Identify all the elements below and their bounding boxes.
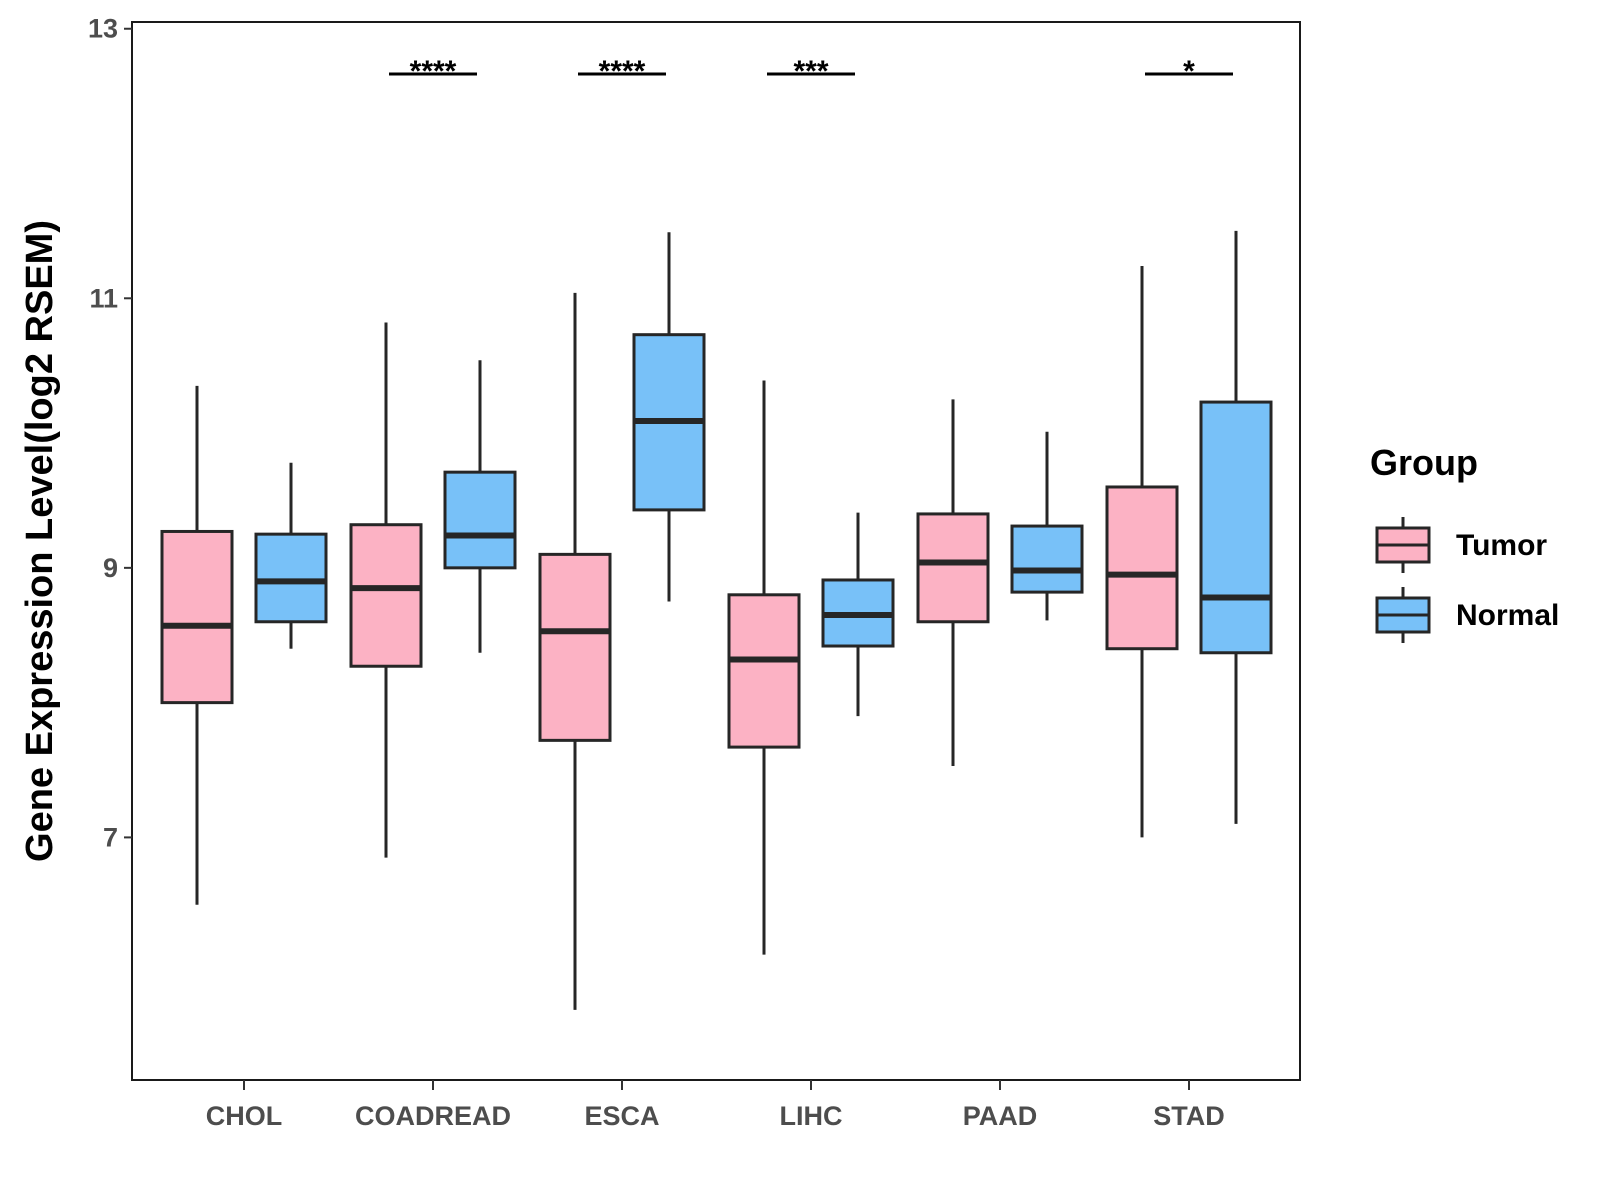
panel-border [131, 21, 1301, 1081]
box-normal-paad [1010, 431, 1084, 621]
legend-key-normal [1375, 587, 1431, 643]
y-tick-label: 13 [88, 14, 118, 44]
sig-label-stad: * [1183, 55, 1195, 88]
box-tumor-stad [1105, 265, 1179, 838]
legend-title: Group [1370, 442, 1478, 483]
legend-label-normal: Normal [1456, 599, 1559, 632]
box-body [916, 512, 990, 624]
x-tick-label-chol: CHOL [206, 1101, 283, 1131]
box-body [443, 470, 517, 570]
box-tumor-paad [916, 399, 990, 766]
box-normal-chol [254, 462, 328, 649]
box-body [349, 523, 423, 668]
box-tumor-esca [538, 292, 612, 1010]
box-tumor-chol [160, 385, 234, 905]
box-normal-lihc [821, 512, 895, 717]
significance-annotations: **** **** *** * [389, 55, 1233, 88]
legend-key-tumor [1375, 517, 1431, 573]
plot-area [160, 230, 1273, 1010]
legend: Group Tumor Normal [1370, 442, 1559, 643]
box-body [254, 532, 328, 624]
box-normal-esca [632, 232, 706, 602]
x-tick-label-esca: ESCA [584, 1101, 659, 1131]
box-body [160, 529, 234, 705]
box-body [1199, 400, 1273, 655]
sig-label-esca: **** [599, 55, 646, 88]
y-tick-label: 9 [103, 553, 118, 583]
x-tick-label-stad: STAD [1153, 1101, 1225, 1131]
axes: 7 9 11 13 CHOL COADREAD ESCA LIHC PAAD STAD Gene E… [19, 14, 1301, 1131]
box-body [538, 552, 612, 742]
box-body [1010, 524, 1084, 594]
x-tick-label-coadread: COADREAD [355, 1101, 511, 1131]
sig-label-lihc: *** [793, 55, 828, 88]
box-tumor-coadread [349, 322, 423, 858]
y-tick-label: 11 [89, 283, 118, 313]
x-tick-label-paad: PAAD [963, 1101, 1038, 1131]
box-body [727, 593, 801, 749]
box-normal-coadread [443, 360, 517, 653]
box-body [1105, 485, 1179, 651]
sig-label-coadread: **** [410, 55, 457, 88]
y-axis-title: Gene Expression Level(log2 RSEM) [19, 220, 61, 862]
y-tick-label: 7 [103, 822, 118, 852]
x-tick-label-lihc: LIHC [780, 1101, 843, 1131]
box-normal-stad [1199, 230, 1273, 824]
legend-label-tumor: Tumor [1456, 529, 1547, 562]
box-tumor-lihc [727, 380, 801, 955]
